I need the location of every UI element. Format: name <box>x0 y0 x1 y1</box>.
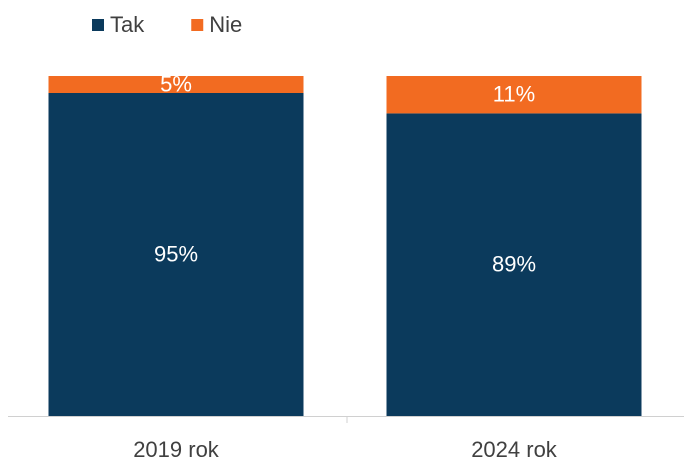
bar-segment <box>386 113 642 417</box>
value-label: 95% <box>154 241 198 266</box>
value-label: 5% <box>160 71 192 96</box>
x-tick-label: 2024 rok <box>471 437 558 462</box>
bar-segment <box>48 93 304 416</box>
legend-swatch <box>191 19 204 31</box>
value-label: 11% <box>493 82 535 107</box>
legend-label: Tak <box>110 12 145 37</box>
legend-label: Nie <box>209 12 242 37</box>
bar-segment <box>386 76 642 114</box>
value-label: 89% <box>492 252 536 277</box>
legend-swatch <box>92 19 104 31</box>
bar-segment <box>48 76 304 93</box>
x-tick-label: 2019 rok <box>133 437 220 462</box>
